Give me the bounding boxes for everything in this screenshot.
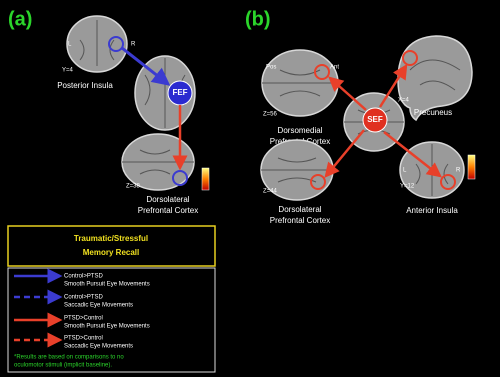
legend-group: PTSD>Control xyxy=(64,336,103,342)
arrow xyxy=(378,63,408,108)
note: oculomotor stimuli (implicit baseline). xyxy=(14,363,112,369)
panel-label: (b) xyxy=(245,8,271,30)
legend-movement: Saccadic Eye Movements xyxy=(64,344,133,350)
legend-movement: Smooth Pursuit Eye Movements xyxy=(64,282,150,288)
arrow xyxy=(121,46,171,86)
region-label: Anterior Insula xyxy=(406,206,458,215)
note: *Results are based on comparisons to no xyxy=(14,355,124,361)
region-label: Precuneus xyxy=(414,108,452,117)
region-label: Dorsolateral xyxy=(146,195,189,204)
side-label: L xyxy=(403,168,407,174)
side-label: L xyxy=(68,42,72,48)
brain-axial xyxy=(261,49,339,117)
legend-title: Memory Recall xyxy=(83,248,139,257)
colorbar xyxy=(201,167,210,191)
slice-label: Z=56 xyxy=(263,112,278,118)
arrows xyxy=(324,63,442,178)
brain-sagittal xyxy=(397,35,473,122)
side-label: R xyxy=(456,168,461,174)
panel-label: (a) xyxy=(8,8,32,30)
legend-title: Traumatic/Stressful xyxy=(74,234,148,243)
node xyxy=(362,107,388,133)
brain-axial xyxy=(121,133,195,191)
direction-label: Pos xyxy=(266,65,276,71)
legend-group: PTSD>Control xyxy=(64,316,103,322)
arrow xyxy=(383,131,442,178)
legend-movement: Saccadic Eye Movements xyxy=(64,303,133,309)
region-label: Prefrontal Cortex xyxy=(270,216,330,225)
direction-label: Ant xyxy=(330,65,339,71)
node-label: FEF xyxy=(172,88,187,97)
slice-label: Y=12 xyxy=(400,184,415,190)
brain-coronal xyxy=(66,15,128,73)
region-label: Prefrontal Cortex xyxy=(138,206,198,215)
legend-group: Control>PTSD xyxy=(64,274,104,280)
region-label: Dorsolateral xyxy=(278,205,321,214)
legend-movement: Smooth Pursuit Eye Movements xyxy=(64,324,150,330)
colorbar xyxy=(467,154,476,180)
slice-label: X=4 xyxy=(398,98,410,104)
legend-group: Control>PTSD xyxy=(64,295,104,301)
side-label: R xyxy=(131,42,136,48)
slice-label: Y=4 xyxy=(62,68,74,74)
legend-title-box xyxy=(7,225,216,267)
slice-label: Z=44 xyxy=(263,189,278,195)
arrow xyxy=(324,129,365,178)
region-label: Dorsomedial xyxy=(278,126,323,135)
region-label: Posterior Insula xyxy=(57,81,113,90)
node-label: SEF xyxy=(367,115,383,124)
slice-label: Z=38 xyxy=(126,184,141,190)
arrow xyxy=(328,76,367,111)
